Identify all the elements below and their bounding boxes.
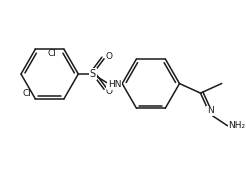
Text: O: O: [106, 52, 113, 61]
Text: Cl: Cl: [23, 89, 31, 98]
Text: O: O: [106, 87, 113, 96]
Text: Cl: Cl: [47, 49, 56, 57]
Text: S: S: [90, 69, 96, 79]
Text: NH₂: NH₂: [228, 121, 245, 130]
Text: N: N: [207, 106, 214, 115]
Text: HN: HN: [108, 80, 121, 89]
